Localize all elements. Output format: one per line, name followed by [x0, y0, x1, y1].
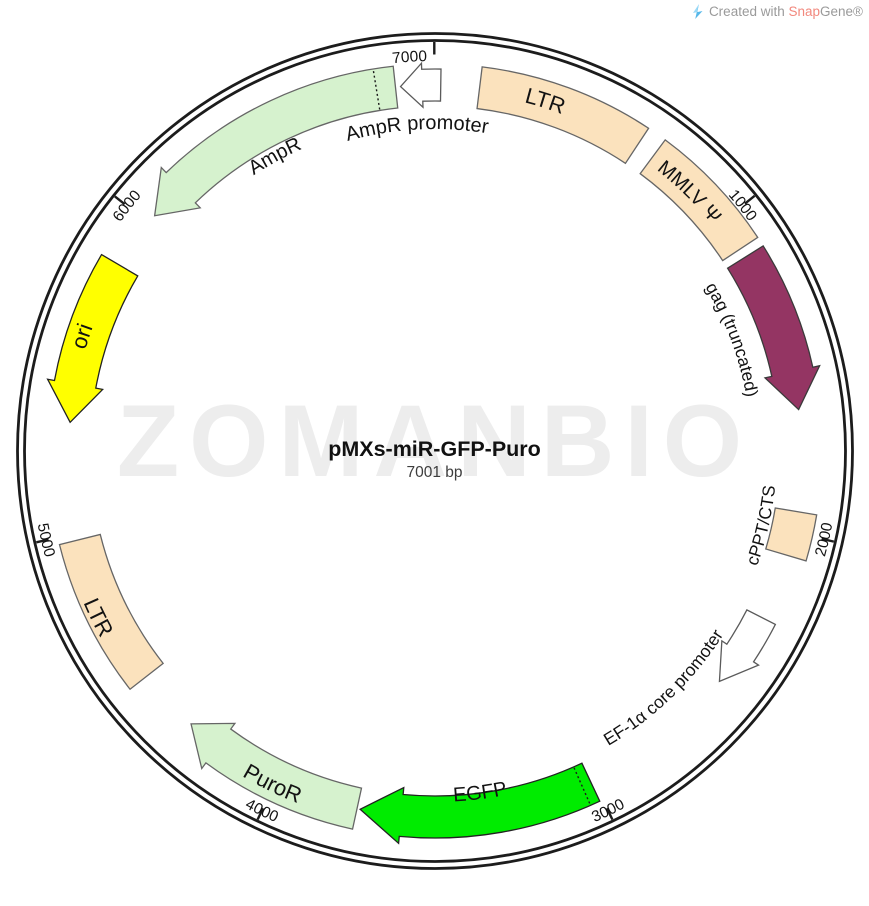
- snapgene-bolt-icon: [692, 4, 704, 19]
- credit-prefix: Created with: [708, 4, 789, 19]
- feature-ampr-promoter: [399, 61, 442, 109]
- credit-text: Created with SnapGene®: [709, 4, 863, 19]
- feature-ampr: [153, 65, 399, 217]
- backbone-outer-ring: [16, 32, 854, 870]
- feature-ori: [46, 253, 139, 424]
- plasmid-title-block: pMXs-miR-GFP-Puro 7001 bp: [0, 436, 869, 483]
- feature-ef-1-core-promoter: [718, 609, 777, 683]
- tick-6000: [114, 195, 126, 206]
- feature-label-ef-1-core-promoter: EF-1α core promoter: [600, 626, 727, 750]
- watermark: ZOMANBIO: [116, 384, 753, 498]
- tick-3000: [605, 807, 614, 821]
- feature-mmlv: [639, 139, 759, 262]
- snapgene-credit: Created with SnapGene®: [692, 4, 863, 19]
- backbone-inner-ring: [23, 39, 847, 863]
- plasmid-length: 7001 bp: [406, 463, 463, 481]
- feature-ltr: [58, 533, 165, 691]
- credit-brand-snap: Snap: [788, 4, 821, 19]
- feature-junction-egfp: [573, 767, 591, 805]
- feature-cppt-cts: [764, 507, 818, 562]
- feature-puror: [190, 722, 363, 830]
- feature-egfp: [358, 762, 601, 845]
- tick-5000: [36, 538, 49, 544]
- plasmid-name: pMXs-miR-GFP-Puro: [328, 437, 541, 461]
- feature-label-ampr-promoter: AmpR promoter: [343, 112, 490, 146]
- feature-ltr: [476, 66, 650, 165]
- credit-brand-gene: Gene: [820, 4, 854, 19]
- tick-1000: [744, 194, 756, 205]
- tick-2000: [821, 537, 835, 543]
- tick-4000: [256, 807, 265, 821]
- feature-gag-truncated: [726, 245, 821, 411]
- credit-registered: ®: [853, 4, 863, 19]
- feature-junction-ampr: [372, 69, 381, 110]
